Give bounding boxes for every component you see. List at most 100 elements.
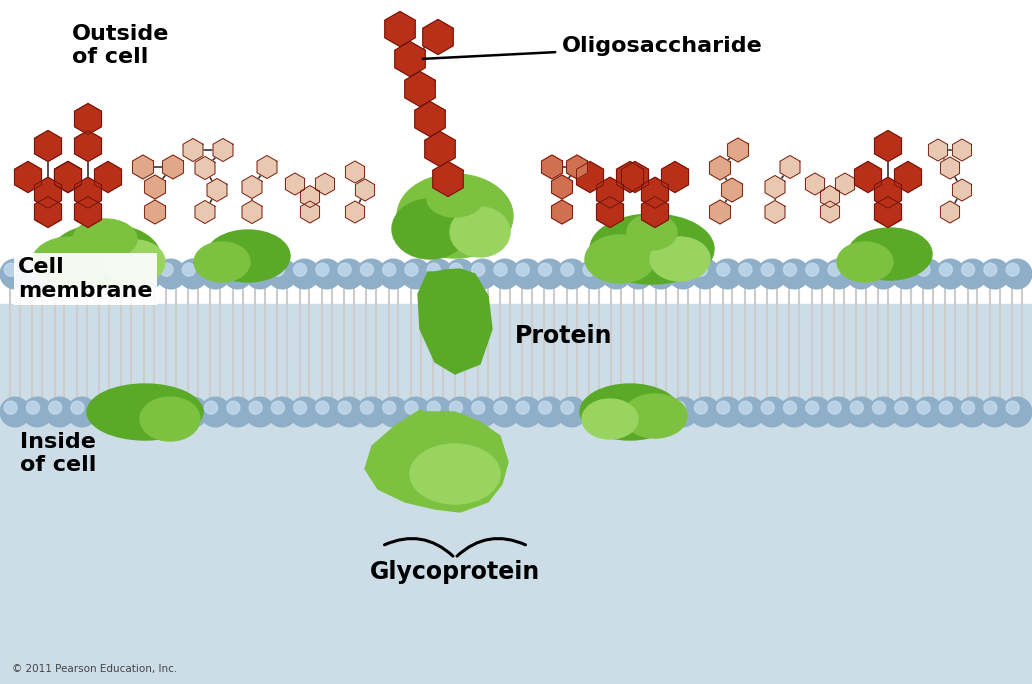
Circle shape xyxy=(539,401,551,415)
Circle shape xyxy=(338,401,351,415)
Polygon shape xyxy=(74,103,101,135)
Circle shape xyxy=(89,397,120,428)
Circle shape xyxy=(689,397,720,428)
Circle shape xyxy=(494,401,507,415)
Polygon shape xyxy=(243,200,262,224)
Circle shape xyxy=(735,397,766,428)
Circle shape xyxy=(668,397,699,428)
Circle shape xyxy=(360,263,374,276)
Circle shape xyxy=(489,259,520,289)
Circle shape xyxy=(962,263,974,276)
Circle shape xyxy=(779,259,810,289)
Circle shape xyxy=(935,259,966,289)
Polygon shape xyxy=(874,131,901,161)
Circle shape xyxy=(806,263,818,276)
Circle shape xyxy=(783,401,797,415)
Polygon shape xyxy=(765,176,785,198)
Ellipse shape xyxy=(50,224,160,288)
Circle shape xyxy=(360,401,374,415)
Circle shape xyxy=(312,397,343,428)
Circle shape xyxy=(645,259,676,289)
Circle shape xyxy=(289,259,320,289)
Circle shape xyxy=(601,397,632,428)
Circle shape xyxy=(178,397,208,428)
Circle shape xyxy=(623,397,654,428)
Circle shape xyxy=(22,259,53,289)
Circle shape xyxy=(422,259,454,289)
Ellipse shape xyxy=(450,207,510,257)
Polygon shape xyxy=(257,155,277,179)
Ellipse shape xyxy=(590,214,714,284)
Polygon shape xyxy=(243,176,262,198)
Circle shape xyxy=(356,259,387,289)
Polygon shape xyxy=(432,161,463,196)
Circle shape xyxy=(868,397,899,428)
Circle shape xyxy=(578,259,610,289)
Circle shape xyxy=(689,259,720,289)
Circle shape xyxy=(935,397,966,428)
Circle shape xyxy=(979,397,1010,428)
Polygon shape xyxy=(780,155,800,179)
Polygon shape xyxy=(542,155,562,179)
Polygon shape xyxy=(35,196,62,228)
Polygon shape xyxy=(14,161,41,192)
Circle shape xyxy=(783,263,797,276)
Circle shape xyxy=(578,397,610,428)
Circle shape xyxy=(200,397,231,428)
Circle shape xyxy=(445,259,476,289)
Polygon shape xyxy=(207,179,227,202)
Ellipse shape xyxy=(582,399,638,439)
Circle shape xyxy=(249,263,262,276)
Polygon shape xyxy=(195,157,215,179)
Polygon shape xyxy=(805,173,825,195)
Circle shape xyxy=(627,263,641,276)
Circle shape xyxy=(845,397,876,428)
Circle shape xyxy=(957,259,988,289)
Circle shape xyxy=(356,397,387,428)
Circle shape xyxy=(560,263,574,276)
Circle shape xyxy=(89,259,120,289)
Circle shape xyxy=(467,259,498,289)
Circle shape xyxy=(895,263,908,276)
Polygon shape xyxy=(55,161,82,192)
Circle shape xyxy=(650,401,663,415)
Circle shape xyxy=(227,401,239,415)
Text: Inside
of cell: Inside of cell xyxy=(20,432,96,475)
Circle shape xyxy=(556,397,587,428)
Polygon shape xyxy=(95,161,122,192)
Circle shape xyxy=(0,259,31,289)
Circle shape xyxy=(623,259,654,289)
Polygon shape xyxy=(642,177,669,208)
Polygon shape xyxy=(144,200,165,224)
Circle shape xyxy=(333,397,364,428)
Circle shape xyxy=(289,397,320,428)
Ellipse shape xyxy=(397,174,513,258)
Polygon shape xyxy=(577,161,604,192)
Circle shape xyxy=(801,259,832,289)
Circle shape xyxy=(200,259,231,289)
Circle shape xyxy=(917,401,930,415)
Circle shape xyxy=(204,401,218,415)
Polygon shape xyxy=(300,185,320,208)
Polygon shape xyxy=(35,131,62,161)
Polygon shape xyxy=(710,156,731,180)
Circle shape xyxy=(712,397,743,428)
Polygon shape xyxy=(425,131,455,166)
Circle shape xyxy=(227,263,239,276)
Circle shape xyxy=(489,397,520,428)
Circle shape xyxy=(156,397,187,428)
Circle shape xyxy=(22,397,53,428)
Circle shape xyxy=(516,401,529,415)
Circle shape xyxy=(939,401,953,415)
Circle shape xyxy=(762,401,774,415)
Circle shape xyxy=(49,401,62,415)
Circle shape xyxy=(472,401,485,415)
Polygon shape xyxy=(195,200,215,224)
Circle shape xyxy=(44,259,75,289)
Ellipse shape xyxy=(194,242,250,282)
Circle shape xyxy=(1006,401,1020,415)
Polygon shape xyxy=(346,161,364,183)
Text: Glycoprotein: Glycoprotein xyxy=(369,560,540,584)
Circle shape xyxy=(316,263,329,276)
Ellipse shape xyxy=(206,230,290,282)
